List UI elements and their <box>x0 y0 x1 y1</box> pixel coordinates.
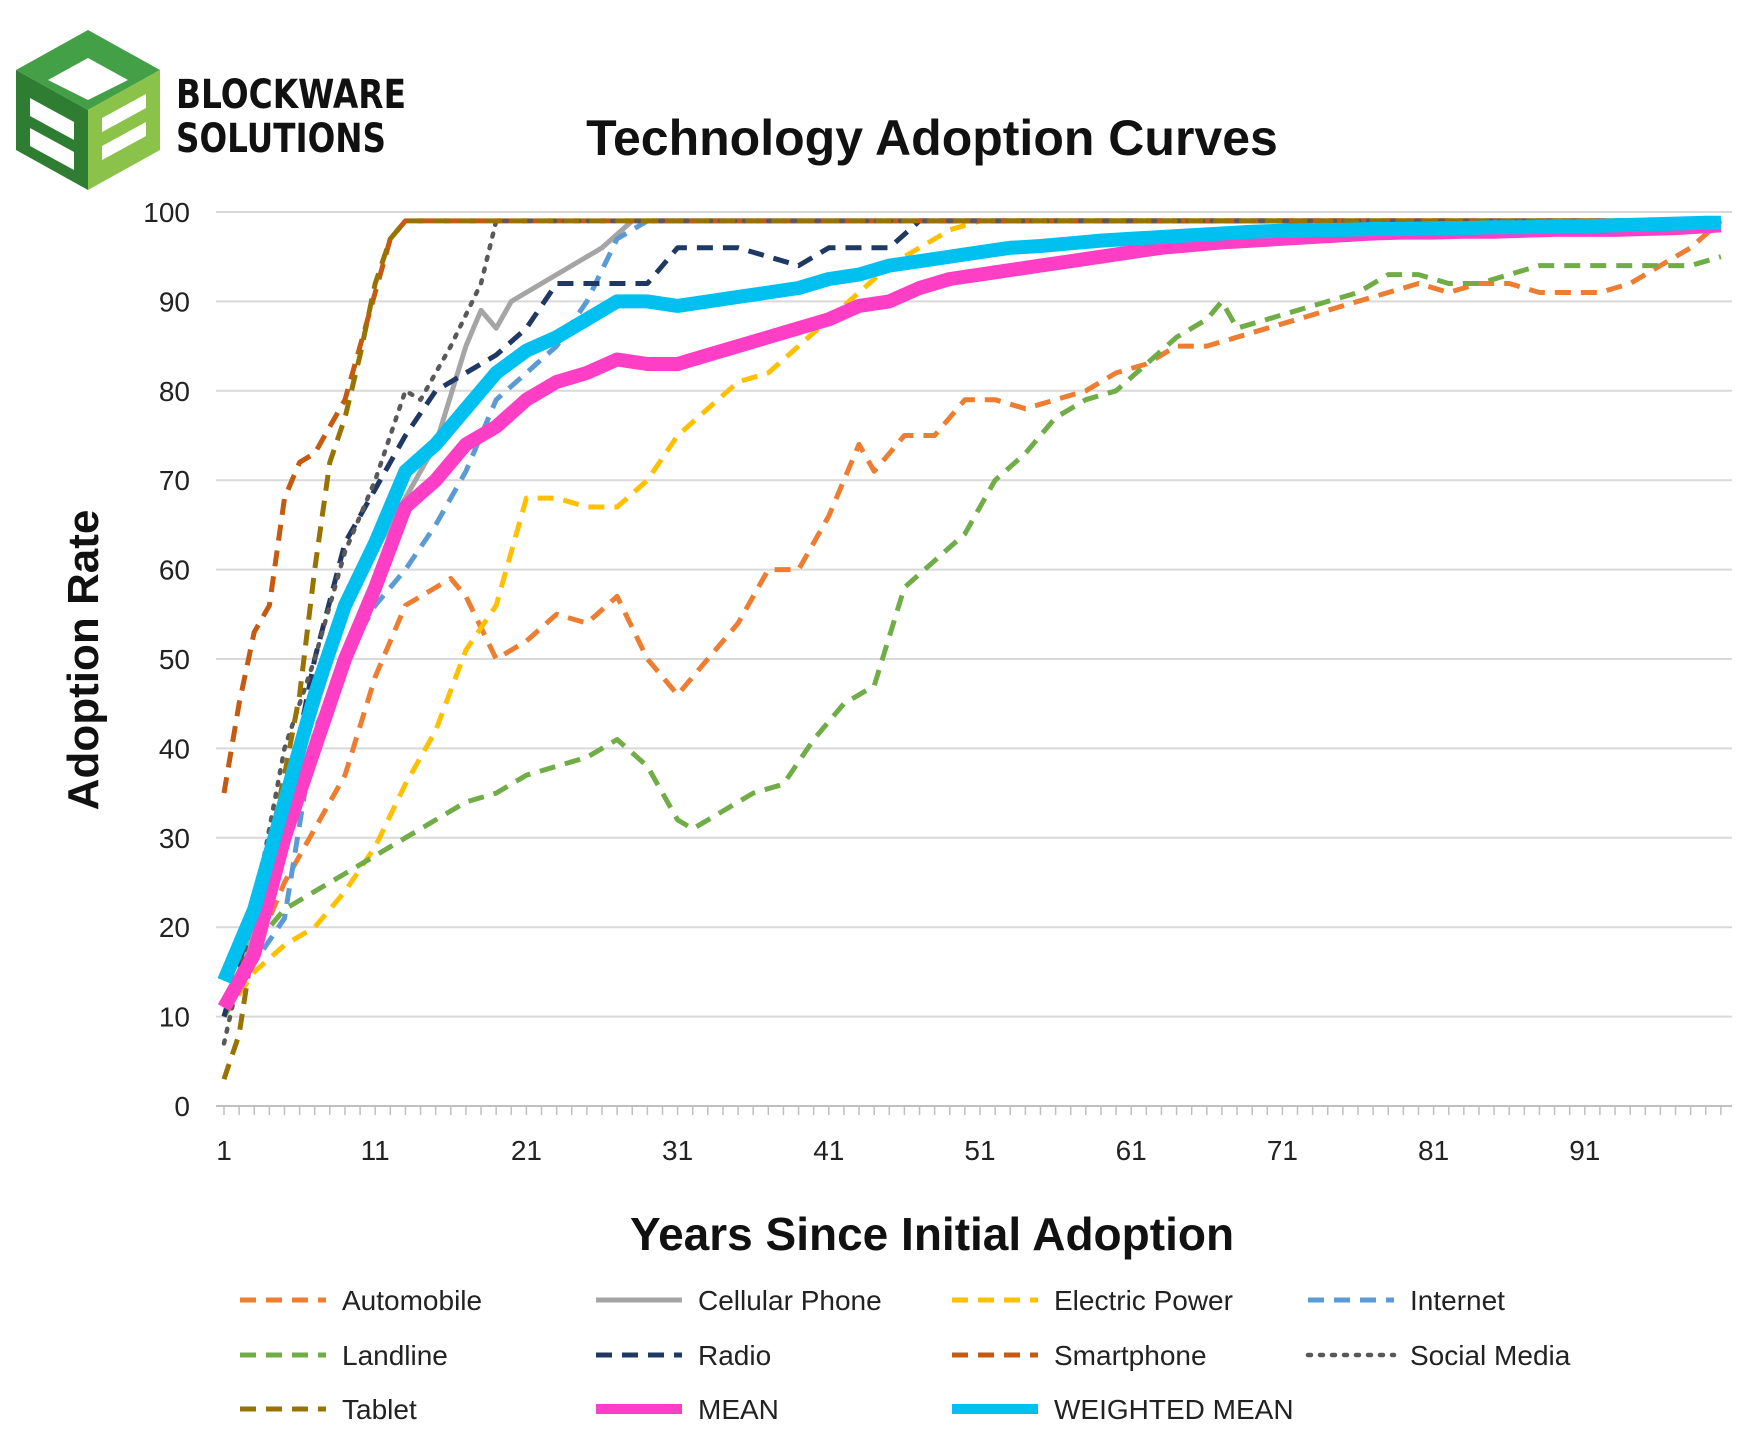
y-tick-label: 10 <box>159 1002 190 1033</box>
legend-label-cellular-phone: Cellular Phone <box>698 1285 882 1316</box>
y-tick-label: 20 <box>159 912 190 943</box>
series-line-internet <box>221 218 1721 1018</box>
series-line-landline <box>221 254 1722 1018</box>
y-tick-label: 90 <box>159 286 190 317</box>
series-line-mean <box>217 218 1722 1012</box>
legend: Automobile Cellular Phone Electric Power In… <box>240 1285 1571 1425</box>
legend-label-social-media: Social Media <box>1410 1340 1571 1371</box>
legend-label-smartphone: Smartphone <box>1054 1340 1207 1371</box>
series-line-automobile <box>221 219 1723 1009</box>
series-line-weighted-mean <box>217 215 1721 984</box>
x-tick-label: 11 <box>361 1135 390 1166</box>
legend-label-tablet: Tablet <box>342 1394 417 1425</box>
x-tick-label: 81 <box>1418 1135 1449 1166</box>
y-tick-label: 0 <box>174 1091 190 1122</box>
x-tick-label: 71 <box>1267 1135 1298 1166</box>
y-tick-label: 50 <box>159 644 190 675</box>
y-tick-label: 70 <box>159 465 190 496</box>
legend-label-landline: Landline <box>342 1340 448 1371</box>
logo-text-line1: BLOCKWARE <box>176 72 406 118</box>
y-tick-label: 40 <box>159 733 190 764</box>
y-tick-label: 60 <box>159 555 190 586</box>
y-tick-label: 100 <box>143 197 190 228</box>
logo-b-lower <box>30 128 74 170</box>
x-axis-title: Years Since Initial Adoption <box>630 1208 1234 1260</box>
logo-s-upper <box>102 94 146 132</box>
legend-label-electric-power: Electric Power <box>1054 1285 1233 1316</box>
series-line-smartphone <box>221 218 1721 794</box>
logo-cube-top-inner <box>48 58 128 100</box>
legend-label-automobile: Automobile <box>342 1285 482 1316</box>
x-tick-label: 91 <box>1569 1135 1600 1166</box>
series-line-social-media <box>221 218 1724 1046</box>
x-tick-label: 61 <box>1116 1135 1147 1166</box>
legend-label-internet: Internet <box>1410 1285 1505 1316</box>
logo-text-line2: SOLUTIONS <box>176 116 386 162</box>
series-line-cellular-phone <box>221 218 1721 1018</box>
x-tick-label: 31 <box>662 1135 693 1166</box>
y-tick-label: 80 <box>159 376 190 407</box>
logo-s-lower <box>102 122 146 160</box>
grid-lines <box>216 211 1732 1107</box>
logo-mark <box>16 30 160 190</box>
x-tick-label: 41 <box>813 1135 844 1166</box>
x-tick-label: 1 <box>216 1135 232 1166</box>
series-line-radio <box>221 218 1721 1018</box>
data-series <box>217 215 1724 1081</box>
x-tick-label: 21 <box>511 1135 542 1166</box>
chart-title: Technology Adoption Curves <box>586 110 1278 166</box>
y-axis-title: Adoption Rate <box>59 510 108 811</box>
y-tick-label: 30 <box>159 823 190 854</box>
legend-label-mean: MEAN <box>698 1394 779 1425</box>
legend-label-radio: Radio <box>698 1340 771 1371</box>
logo-b-upper <box>30 98 74 140</box>
legend-label-weighted-mean: WEIGHTED MEAN <box>1054 1394 1294 1425</box>
series-line-electric-power <box>221 218 1721 1018</box>
x-tick-label: 51 <box>964 1135 995 1166</box>
